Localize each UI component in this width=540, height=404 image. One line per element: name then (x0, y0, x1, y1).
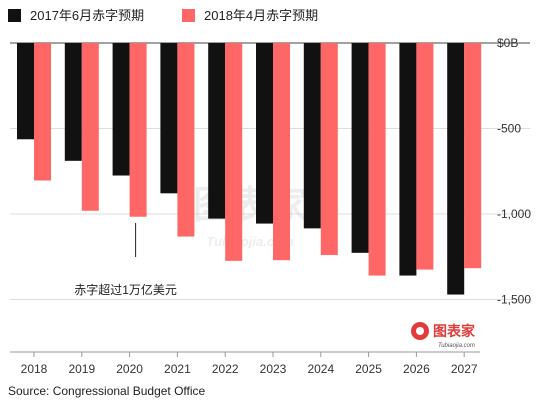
source-note: Source: Congressional Budget Office (8, 384, 206, 398)
x-tick-label: 2020 (116, 362, 143, 376)
bar-2017-2022 (208, 43, 226, 219)
x-tick-label: 2019 (68, 362, 95, 376)
bar-2018-2021 (177, 43, 195, 237)
bars (17, 43, 482, 295)
bar-2018-2023 (273, 43, 290, 261)
bar-2018-2027 (464, 43, 482, 269)
logo-text: 图表家 (433, 323, 476, 340)
x-tick-label: 2022 (212, 362, 239, 376)
logo: 图表家 Tubiaojia.com (411, 322, 476, 349)
x-tick-label: 2018 (21, 362, 48, 376)
x-tick-label: 2027 (451, 362, 478, 376)
bar-2017-2020 (112, 43, 130, 176)
logo-icon-center (416, 327, 424, 335)
annotation-text: 赤字超过1万亿美元 (74, 282, 177, 297)
bar-2018-2020 (129, 43, 147, 217)
bar-2018-2024 (320, 43, 338, 256)
legend-label-2018: 2018年4月赤字预期 (204, 8, 318, 23)
bar-2017-2023 (256, 43, 273, 224)
y-tick-label: $0B (497, 36, 518, 50)
x-tick-label: 2026 (403, 362, 430, 376)
bar-2017-2019 (64, 43, 82, 161)
bar-2017-2025 (351, 43, 369, 253)
x-tick-label: 2024 (307, 362, 334, 376)
x-tick-label: 2021 (164, 362, 191, 376)
bar-2017-2024 (303, 43, 321, 229)
legend-swatch-2018 (182, 9, 195, 22)
legend-label-2017: 2017年6月赤字预期 (30, 8, 144, 23)
x-tick-label: 2025 (355, 362, 382, 376)
annotation: 赤字超过1万亿美元 (74, 223, 177, 297)
bar-2017-2026 (399, 43, 417, 276)
bar-2018-2026 (416, 43, 434, 270)
y-tick-label: -1,500 (497, 293, 531, 307)
bar-2017-2027 (447, 43, 465, 295)
x-tick-label: 2023 (260, 362, 287, 376)
logo-subtext: Tubiaojia.com (438, 343, 475, 349)
bar-2018-2018 (34, 43, 51, 181)
x-axis: 2018 2019 2020 2021 2022 2023 2024 2025 2026 2027 (21, 352, 478, 376)
y-tick-label: -500 (497, 122, 521, 136)
legend: 2017年6月赤字预期 2018年4月赤字预期 (8, 8, 318, 23)
bar-2017-2021 (160, 43, 178, 194)
bar-2018-2019 (81, 43, 99, 211)
y-axis: $0B -500 -1,000 -1,500 (497, 36, 531, 307)
bar-2018-2025 (368, 43, 386, 276)
bar-2017-2018 (17, 43, 34, 140)
y-tick-label: -1,000 (497, 207, 531, 221)
legend-swatch-2017 (8, 9, 21, 22)
bar-2018-2022 (225, 43, 243, 261)
